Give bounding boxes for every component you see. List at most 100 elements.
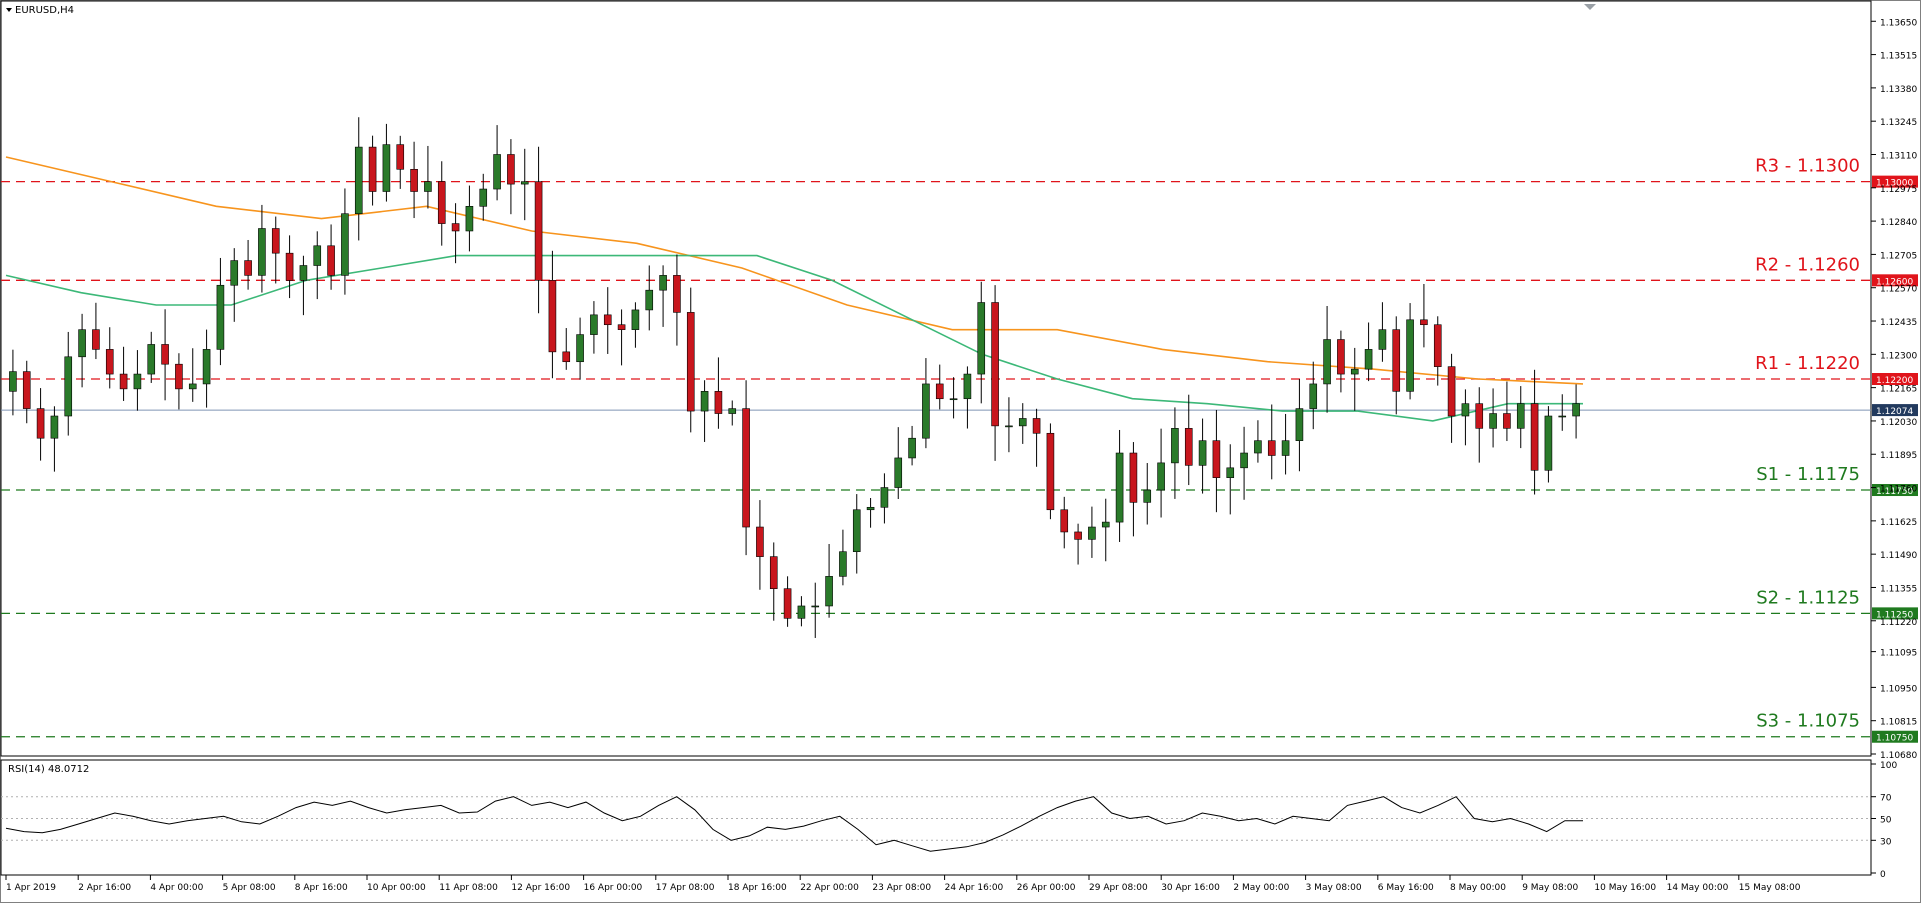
candle-body [742, 408, 750, 528]
rsi-group: 100 70 50 30 0 [1, 761, 1897, 880]
candle-body [700, 391, 709, 412]
time-tick-label: 14 May 00:00 [1667, 883, 1729, 893]
time-tick-label: 8 May 00:00 [1450, 883, 1506, 893]
time-tick-label: 10 May 16:00 [1594, 883, 1656, 893]
price-tick-label: 1.11760 [1880, 485, 1917, 495]
candle-body [1544, 415, 1553, 471]
candle-body [1005, 425, 1013, 428]
candle-body [1212, 440, 1221, 478]
candle-body [1129, 452, 1138, 503]
candle-body [1143, 489, 1152, 503]
price-tick-label: 1.12570 [1880, 285, 1917, 295]
time-tick-label: 29 Apr 08:00 [1089, 883, 1148, 893]
time-tick-label: 3 May 08:00 [1306, 883, 1362, 893]
candle-body [756, 526, 764, 557]
candle-body [313, 245, 322, 266]
price-tick-label: 1.11095 [1880, 649, 1917, 659]
time-tick-label: 22 Apr 00:00 [800, 883, 859, 893]
candle-body [1503, 413, 1511, 429]
price-axis: 1.13650 1.13515 1.13380 1.13245 1.13110 1.129… [1871, 18, 1917, 761]
level-price-label: 1.12200 [1876, 376, 1913, 386]
time-axis: 1 Apr 2019 2 Apr 16:00 4 Apr 00:00 5 Apr 08… [5, 875, 1801, 893]
candle-body [603, 314, 612, 326]
candle-body [1406, 319, 1414, 392]
price-tick-label: 1.13245 [1880, 118, 1917, 128]
chart-menu-triangle-icon[interactable] [6, 8, 12, 12]
candle-body [285, 252, 294, 281]
rsi-tick-label: 0 [1880, 870, 1886, 880]
candle-body [949, 398, 958, 401]
candle-body [1572, 403, 1580, 417]
candle-body [922, 383, 930, 439]
candle-body [1309, 383, 1318, 409]
candle-body [1240, 452, 1248, 469]
price-tick-label: 1.10950 [1880, 684, 1917, 694]
time-tick-label: 2 May 00:00 [1233, 883, 1289, 893]
level-price-tag [1872, 730, 1918, 743]
time-tick-label: 9 May 08:00 [1522, 883, 1578, 893]
time-tick-label: 26 Apr 00:00 [1017, 883, 1076, 893]
candle-body [673, 275, 681, 313]
price-tick-label: 1.12165 [1880, 385, 1917, 395]
price-tick-label: 1.11490 [1880, 551, 1917, 561]
price-tick-label: 1.13515 [1880, 52, 1917, 62]
candle-body [22, 371, 31, 409]
candle-body [507, 154, 515, 185]
price-tick-label: 1.12975 [1880, 185, 1917, 195]
candle-body [78, 329, 86, 358]
candle-body [783, 588, 792, 619]
price-tick-label: 1.13650 [1880, 18, 1917, 28]
candle-body [1171, 428, 1179, 464]
level-price-label: 1.13000 [1876, 179, 1913, 189]
candle-body [534, 181, 543, 281]
candle-body [1184, 428, 1193, 466]
candle-body [230, 260, 239, 286]
candle-body [520, 181, 529, 185]
price-tick-label: 1.11220 [1880, 618, 1917, 628]
level-label-s1: S1 - 1.1175 [1756, 464, 1860, 485]
level-price-tag [1872, 484, 1918, 497]
candle-body [1295, 408, 1304, 441]
candle-body [1101, 521, 1110, 528]
candle-body [9, 371, 17, 392]
candle-body [963, 373, 972, 400]
price-tick-label: 1.12705 [1880, 251, 1917, 261]
chart-shift-marker-icon[interactable] [1584, 4, 1596, 10]
candle-body [576, 334, 584, 363]
candle-body [92, 329, 100, 350]
price-tick-label: 1.11895 [1880, 451, 1917, 461]
rsi-tick-label: 50 [1880, 816, 1892, 826]
time-tick-label: 10 Apr 00:00 [367, 883, 426, 893]
candle-body [1516, 403, 1525, 429]
candle-body [590, 314, 598, 335]
candle-body [354, 146, 363, 215]
candle-body [991, 302, 999, 427]
candle-body [1461, 403, 1470, 417]
candle-body [396, 144, 405, 170]
candle-body [202, 349, 211, 385]
level-price-label: 1.10750 [1876, 734, 1913, 744]
price-tick-label: 1.11625 [1880, 518, 1917, 528]
price-tick-label: 1.12840 [1880, 218, 1917, 228]
candle-body [811, 605, 820, 608]
level-label-s2: S2 - 1.1125 [1756, 587, 1860, 608]
level-price-label: 1.11750 [1876, 487, 1913, 497]
candle-body [548, 280, 557, 353]
candle-body [1378, 329, 1387, 350]
candle-body [1337, 339, 1345, 375]
candle-body [894, 457, 903, 488]
candle-body [977, 302, 986, 375]
time-tick-label: 6 May 16:00 [1378, 883, 1434, 893]
candle-body [1226, 467, 1235, 478]
candle-body [839, 551, 847, 577]
time-tick-label: 2 Apr 16:00 [78, 883, 131, 893]
candle-body [105, 349, 114, 375]
candles-group [9, 117, 1580, 638]
candle-body [866, 506, 875, 511]
level-price-tag [1872, 373, 1918, 385]
candle-body [1392, 329, 1401, 392]
candle-body [825, 576, 833, 607]
candle-body [147, 344, 156, 375]
